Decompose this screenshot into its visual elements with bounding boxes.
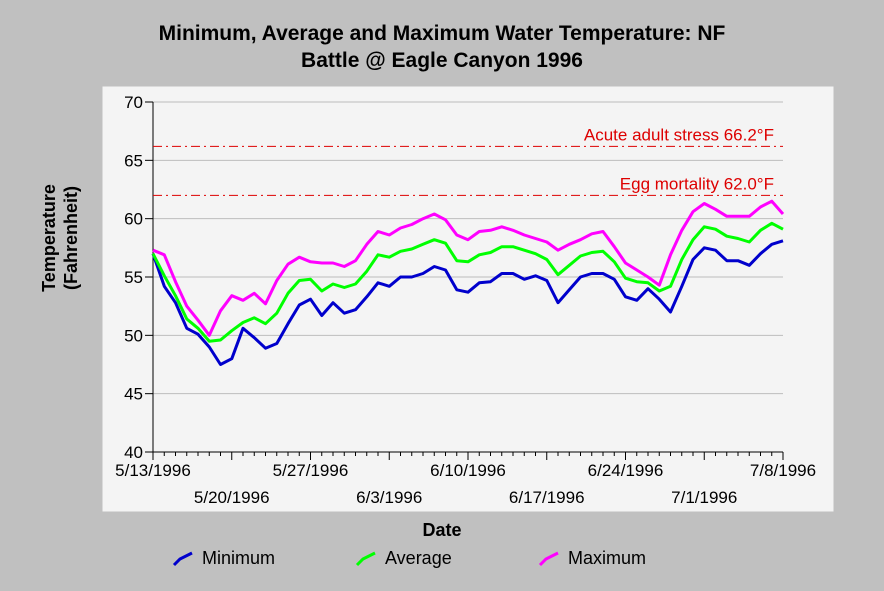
y-tick-label: 65 (124, 151, 143, 170)
reference-line-label: Acute adult stress 66.2°F (584, 125, 774, 144)
y-tick-label: 40 (124, 443, 143, 462)
x-tick-label: 5/13/1996 (115, 461, 191, 480)
y-tick-label: 55 (124, 268, 143, 287)
x-tick-label: 7/8/1996 (750, 461, 816, 480)
x-tick-label: 5/20/1996 (194, 488, 270, 507)
legend-item-maximum: Maximum (538, 548, 646, 569)
x-axis-label: Date (422, 520, 462, 540)
legend-swatch-average (355, 551, 376, 566)
y-tick-label: 60 (124, 210, 143, 229)
legend-swatch-minimum (172, 551, 193, 566)
x-tick-label: 6/24/1996 (588, 461, 664, 480)
y-tick-label: 70 (124, 93, 143, 112)
y-axis-label-line1: Temperature (39, 184, 59, 292)
legend-swatch-maximum (538, 551, 559, 566)
plot-panel (102, 86, 834, 512)
x-tick-label: 6/10/1996 (430, 461, 506, 480)
x-tick-label: 7/1/1996 (671, 488, 737, 507)
y-axis-label: Temperature (Fahrenheit) (38, 184, 82, 292)
x-tick-label: 5/27/1996 (273, 461, 349, 480)
series-line-average (151, 221, 784, 343)
y-axis-label-line2: (Fahrenheit) (61, 185, 81, 291)
series-line-maximum (152, 199, 785, 337)
x-tick-label: 6/17/1996 (509, 488, 585, 507)
legend-label-maximum: Maximum (568, 548, 647, 568)
legend-label-minimum: Minimum (202, 548, 276, 568)
series-line-minimum (151, 239, 784, 366)
legend-label-average: Average (385, 548, 452, 568)
chart-title-line1: Minimum, Average and Maximum Water Tempe… (158, 22, 726, 45)
reference-line-label: Egg mortality 62.0°F (620, 174, 774, 193)
chart-title-line2: Battle @ Eagle Canyon 1996 (301, 49, 583, 72)
x-tick-label: 6/3/1996 (356, 488, 422, 507)
y-tick-label: 45 (124, 385, 143, 404)
legend-item-minimum: Minimum (172, 548, 275, 569)
legend-item-average: Average (355, 548, 452, 569)
y-tick-label: 50 (124, 326, 143, 345)
